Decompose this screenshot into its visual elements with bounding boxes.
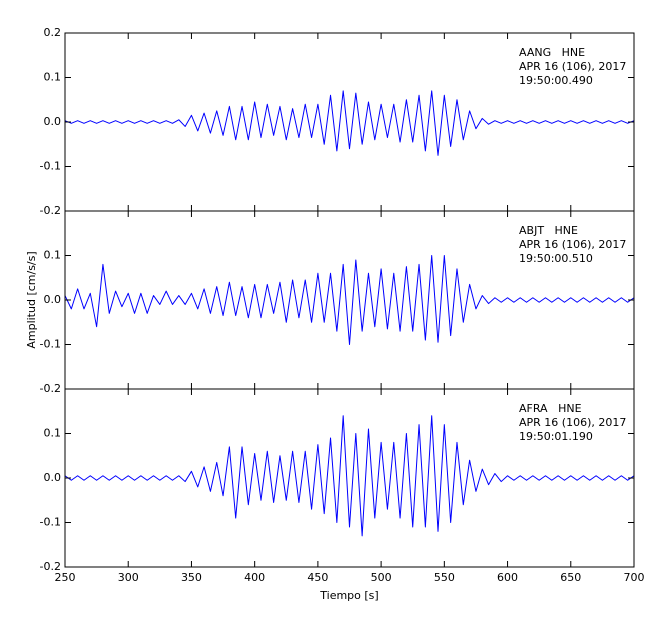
waveform xyxy=(64,255,635,345)
x-tick-label: 400 xyxy=(244,571,265,584)
y-tick-label: -0.2 xyxy=(40,382,61,395)
y-tick-label: 0.1 xyxy=(44,249,62,262)
station-annotation: ABJT HNE xyxy=(519,224,578,237)
waveform xyxy=(64,90,635,156)
station-annotation: APR 16 (106), 2017 xyxy=(519,416,626,429)
y-tick-label: -0.2 xyxy=(40,204,61,217)
station-annotation: 19:50:00.510 xyxy=(519,252,593,265)
x-tick-label: 650 xyxy=(560,571,581,584)
station-annotation: APR 16 (106), 2017 xyxy=(519,238,626,251)
y-tick-label: 0.0 xyxy=(44,115,62,128)
x-tick-label: 250 xyxy=(55,571,76,584)
x-axis-label: Tiempo [s] xyxy=(319,589,378,602)
y-tick-label: -0.1 xyxy=(40,516,61,529)
station-annotation: AFRA HNE xyxy=(519,402,582,415)
y-tick-label: 0.1 xyxy=(44,71,62,84)
x-tick-label: 450 xyxy=(307,571,328,584)
x-tick-label: 500 xyxy=(371,571,392,584)
station-annotation: 19:50:00.490 xyxy=(519,74,593,87)
y-tick-label: 0.0 xyxy=(44,471,62,484)
station-annotation: AANG HNE xyxy=(519,46,585,59)
x-tick-label: 350 xyxy=(181,571,202,584)
x-tick-label: 700 xyxy=(624,571,645,584)
waveform xyxy=(64,415,635,537)
x-tick-label: 550 xyxy=(434,571,455,584)
station-annotation: APR 16 (106), 2017 xyxy=(519,60,626,73)
y-tick-label: 0.2 xyxy=(44,26,62,39)
y-tick-label: -0.2 xyxy=(40,560,61,573)
y-axis-label: Amplitud [cm/s/s] xyxy=(25,251,38,348)
y-tick-label: 0.0 xyxy=(44,293,62,306)
x-tick-label: 300 xyxy=(118,571,139,584)
y-tick-label: 0.1 xyxy=(44,427,62,440)
y-tick-label: -0.1 xyxy=(40,338,61,351)
y-tick-label: -0.1 xyxy=(40,160,61,173)
station-annotation: 19:50:01.190 xyxy=(519,430,593,443)
x-tick-label: 600 xyxy=(497,571,518,584)
